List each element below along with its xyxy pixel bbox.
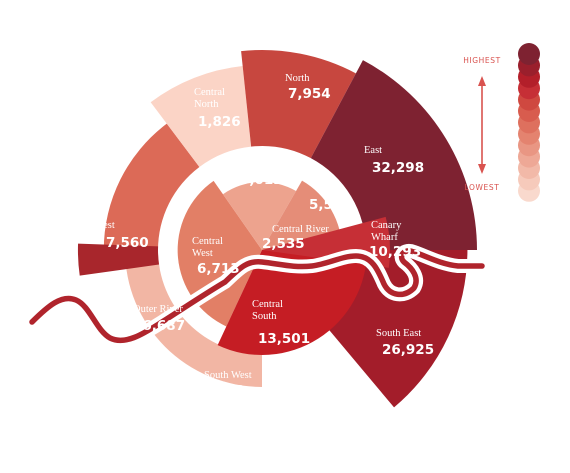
legend-high-label: HIGHEST [463,56,501,65]
legend-arrow-up-icon [478,76,486,86]
label-south-east: South East [376,328,421,339]
label-central-north: Central North [194,87,225,110]
legend-swatch [518,43,540,65]
legend-arrow-down-icon [478,164,486,174]
label-east: East [364,145,382,156]
label-central-river: Central River [272,224,329,235]
value-west: 7,560 [106,235,149,251]
value-central-north: 1,826 [198,114,241,130]
label-central-west: Central West [192,236,223,259]
label-south-west: South West [204,370,252,381]
value-east: 32,298 [372,160,424,176]
value-north: 7,954 [288,86,331,102]
sector-labels: North 7,954 East 32,298 South East 26,925 Sout… [94,73,434,399]
legend: HIGHEST LOWEST [463,43,540,202]
sector-east [310,60,477,251]
label-west: West [94,220,115,231]
label-canary-wharf: Canary Wharf [371,220,402,243]
value-west-end: 3,012 [240,172,283,188]
sector-south-east [328,250,468,408]
river-thames [29,248,485,344]
sector-north [241,50,356,159]
value-south-west: 2,726 [201,383,244,399]
label-city: City [317,185,336,196]
sectors [77,50,477,408]
value-canary-wharf: 10,293 [369,244,421,260]
sector-west-end [222,181,297,250]
sector-west [103,123,200,250]
label-west-end: West End [244,158,285,169]
label-outer-river: Outer River [133,304,183,315]
value-central-south: 13,501 [258,331,310,347]
value-central-west: 6,713 [197,261,240,277]
value-outer-river: 16,687 [133,318,185,334]
sector-south-west [125,250,263,387]
legend-swatches [518,43,540,202]
value-south-east: 26,925 [382,342,434,358]
sector-outer-river [77,243,160,276]
sector-central-south [217,250,367,355]
value-central-river: 2,535 [262,236,305,252]
value-city: 5,594 [309,197,352,213]
sector-central-north [150,66,252,167]
sector-city [262,180,343,250]
label-north: North [285,73,310,84]
legend-low-label: LOWEST [465,183,500,192]
label-central-south: Central South [252,299,283,322]
